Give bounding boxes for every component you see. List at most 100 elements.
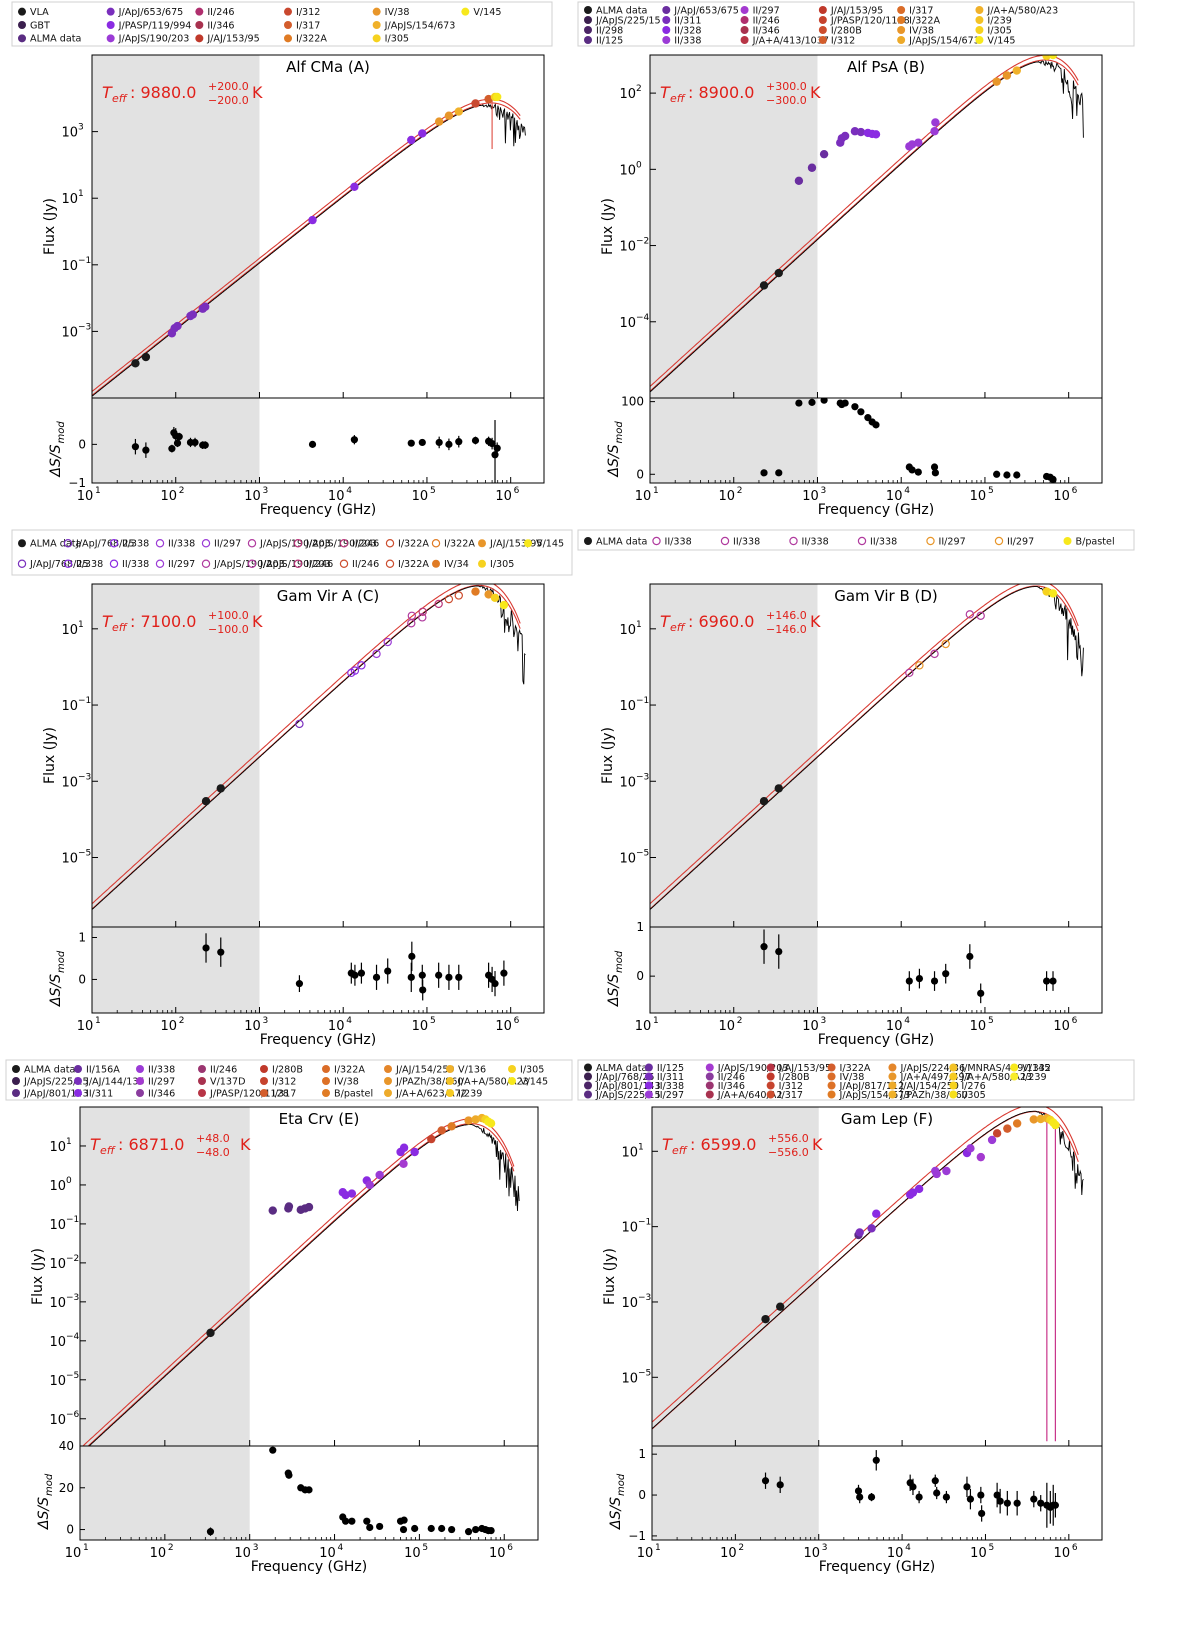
legend-entry: J/ApJ/817/112 [827,1081,904,1092]
x-tick-exp: 3 [253,1543,259,1553]
x-tick-exp: 3 [822,1543,828,1553]
model-spectrum [652,1110,1084,1430]
legend-label: J/ApJS/225/15 [23,1076,89,1087]
legend-entry: II/311 [662,15,701,26]
legend-entry: II/246 [195,7,235,18]
resid-axis-label-main: ΔS/S [48,974,64,1007]
residual-point [351,971,359,979]
legend-label: II/125 [596,35,623,46]
legend-marker [18,7,26,16]
teff-minus: −200.0 [208,94,249,107]
legend-entry: J/A+A/580/A23 [949,1072,1032,1083]
legend-label: I/317 [296,20,320,31]
data-point [418,129,427,138]
residual-point [977,1491,985,1499]
legend-entry: I/317 [260,1088,296,1099]
y-tick-label: 10 [621,1145,638,1160]
legend-frame [577,1059,1135,1101]
data-point [840,131,850,141]
legend-label: II/328 [674,25,701,36]
radio-shade-resid [92,927,260,1013]
legend-marker [975,36,984,44]
legend-f: ALMA dataJ/ApJ/768/25J/ApJ/801/143J/ApJS… [577,1059,1135,1101]
x-tick-label: 10 [234,1546,251,1561]
x-tick-exp: 4 [346,1016,352,1026]
legend-label: J/A+A/497/497 [899,1072,970,1083]
residual-point [376,1522,384,1531]
legend-label: II/338 [674,35,701,46]
legend-marker [136,1065,144,1073]
legend-marker [461,7,470,16]
data-point [905,668,914,678]
residual-point [761,1477,770,1485]
legend-entry: V/145 [1010,1063,1050,1074]
legend-entry: J/PASP/119/994 [106,20,191,31]
legend-entry: J/ApJS/225/15 [584,1090,661,1101]
panel-title: Gam Lep (F) [841,1110,933,1128]
x-tick-label: 10 [802,1019,819,1034]
x-tick-exp: 6 [507,1543,513,1553]
legend-label: I/239 [458,1088,482,1099]
legend-label: J/ApJS/190/203 [717,1063,789,1074]
data-point [375,1170,384,1180]
legend-label: J/ApJ/801/143 [23,1088,89,1099]
data-point [1048,589,1058,598]
legend-entry: I/239 [1010,1072,1047,1083]
legend-entry: II/338 [155,539,195,550]
x-tick-label: 10 [160,1019,177,1034]
y-axis-label: Flux (Jy) [30,1248,46,1305]
data-point [774,784,783,793]
model-band-upper [92,584,521,905]
legend-marker [195,34,204,43]
teff-plus: +556.0 [768,1132,809,1145]
legend-entry: J/ApJ/768/25 [17,559,89,570]
legend-label: J/PASP/120/1128 [830,15,910,26]
residual-point [201,441,209,449]
x-tick-label: 10 [803,1546,820,1561]
legend-label: II/246 [207,7,234,18]
legend-entry: II/298 [584,25,623,36]
legend-entry: J/A+A/623/A72 [384,1088,467,1099]
legend-entry: I/276 [949,1081,986,1092]
teff-value: : 6960.0 [688,612,754,631]
resid-y-tick-label: 1 [638,1447,646,1461]
y-tick-exp: −3 [78,772,91,782]
x-tick-label: 10 [328,489,345,504]
x-tick-label: 10 [412,1019,429,1034]
residual-point [348,1517,356,1525]
legend-entry: II/328 [662,25,701,36]
residual-point [808,398,816,406]
data-point [201,302,210,311]
legend-label: I/239 [987,15,1011,26]
teff-subscript: eff [672,1144,688,1157]
data-point [867,1224,876,1233]
x-tick-exp: 2 [179,1016,185,1026]
legend-marker [478,539,486,548]
y-tick-exp: −3 [636,772,649,782]
residual-point [942,1493,951,1501]
legend-marker [508,1065,516,1073]
legend-marker [201,539,211,548]
teff-unit: K [810,612,821,631]
legend-label: IV/38 [334,1076,359,1087]
legend-entry: II/297 [155,559,195,570]
legend-label: J/AJ/154/259 [899,1081,959,1092]
legend-label: I/280B [779,1072,810,1083]
resid-y-tick-label: −1 [628,1529,646,1543]
legend-c: ALMA dataJ/ApJ/768/25J/ApJ/768/25II/338I… [11,529,573,576]
data-point [976,611,985,620]
teff-minus: −556.0 [768,1146,809,1159]
data-point [486,1119,496,1128]
data-point [932,1169,941,1179]
residual-point [400,1516,408,1524]
photometry [759,55,1058,290]
y-tick-exp: −3 [78,322,91,332]
residual-point [357,969,366,977]
legend-marker [949,1090,958,1099]
data-point [759,281,769,290]
legend-entry: II/338 [720,536,760,547]
legend-entry: II/338 [789,536,829,547]
residual-point [411,1524,419,1533]
legend-entry: II/297 [136,1076,175,1087]
